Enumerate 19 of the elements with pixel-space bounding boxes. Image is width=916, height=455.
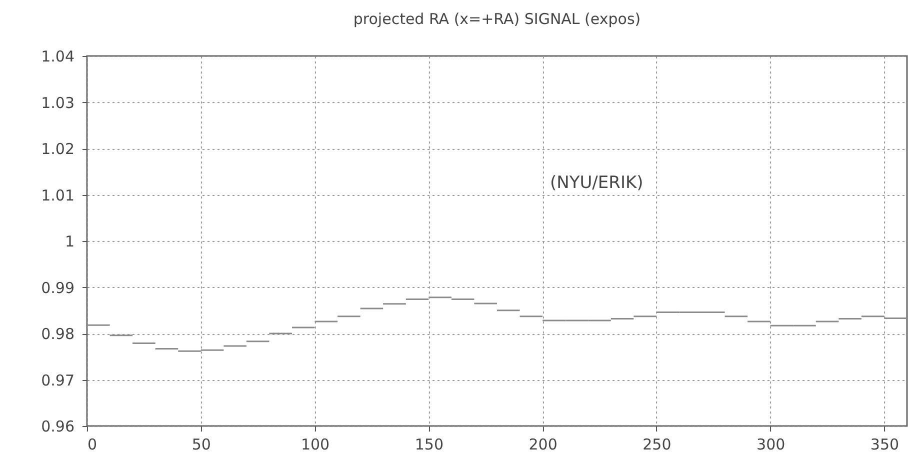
- x-tick-label: 250: [642, 436, 672, 454]
- y-tick-label: 1.04: [41, 48, 74, 66]
- x-tick-label: 200: [528, 436, 558, 454]
- x-tick-label: 150: [414, 436, 444, 454]
- y-tick-label: 1.03: [41, 94, 74, 112]
- annotation: (NYU/ERIK): [550, 173, 644, 193]
- y-tick-label: 1.02: [41, 140, 74, 158]
- y-tick-label: 0.99: [41, 278, 74, 297]
- x-tick-label: 350: [870, 436, 900, 454]
- chart-title: projected RA (x=+RA) SIGNAL (expos): [353, 10, 641, 28]
- x-tick-label: 50: [192, 436, 211, 454]
- y-tick-label: 0.96: [41, 418, 74, 436]
- y-tick-label: 1.01: [41, 186, 74, 204]
- y-tick-label: 1: [64, 232, 74, 250]
- x-tick-label: 0: [88, 436, 98, 454]
- y-tick-label: 0.97: [41, 371, 74, 390]
- y-tick-label: 0.98: [41, 325, 74, 343]
- x-tick-label: 300: [756, 436, 786, 454]
- x-tick-label: 100: [300, 436, 330, 454]
